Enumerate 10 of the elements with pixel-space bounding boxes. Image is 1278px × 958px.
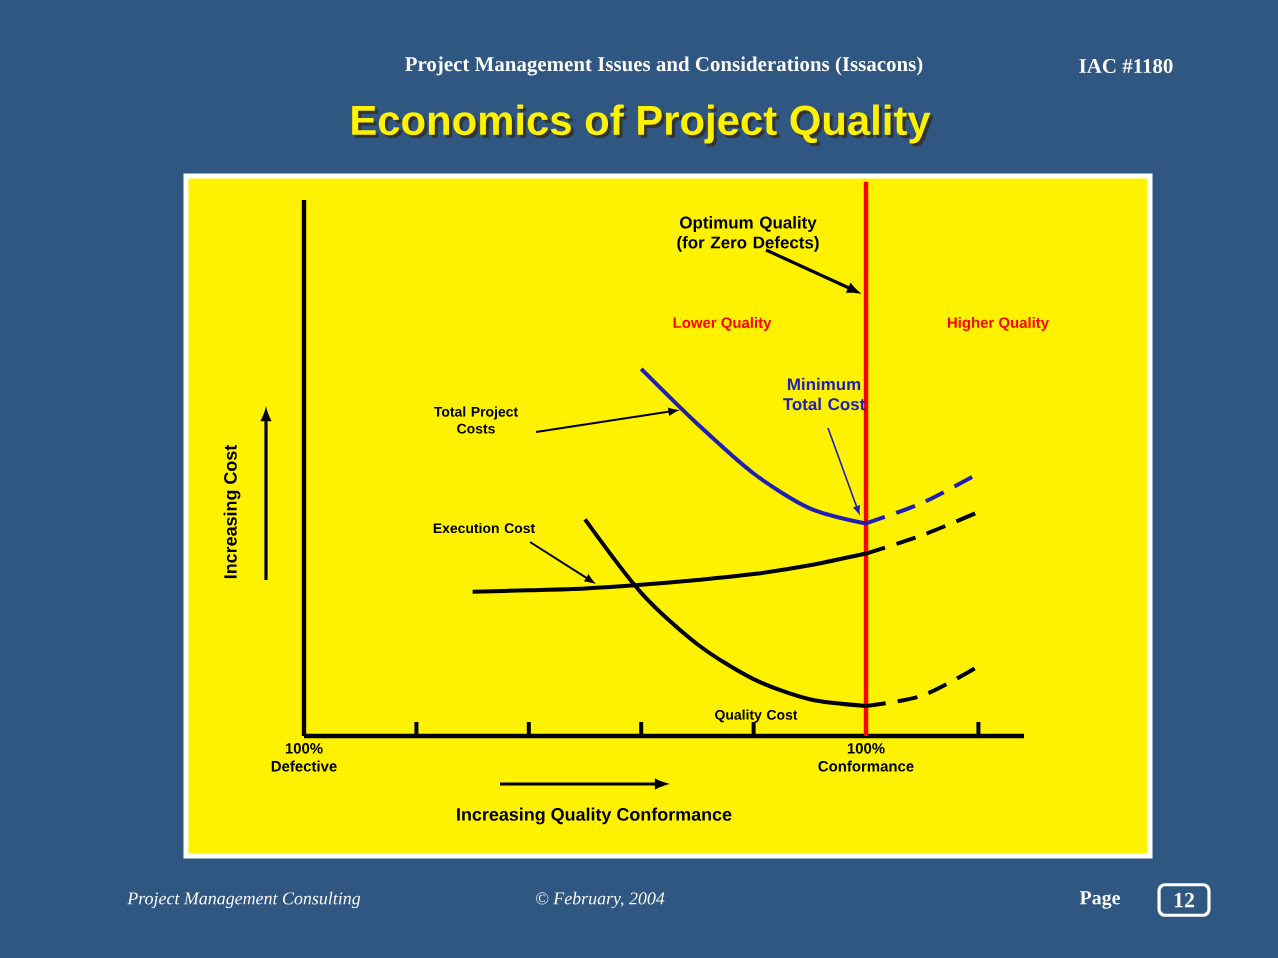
text: 12	[1174, 892, 1195, 908]
chart-title: Economics of Project Quality	[355, 107, 934, 147]
x-axis-title: Increasing Quality Conformance	[457, 807, 732, 825]
text: IAC #1180	[1079, 58, 1173, 74]
y-axis-title: Increasing Cost	[223, 444, 241, 579]
text: Project Management Issues and Considerations (Issacons)	[405, 56, 923, 76]
text: Page	[1079, 891, 1120, 909]
text: Optimum Quality (for Zero Defects)	[677, 216, 819, 252]
text: Project Management Consulting	[127, 891, 361, 909]
text: © February, 2004	[536, 891, 665, 909]
